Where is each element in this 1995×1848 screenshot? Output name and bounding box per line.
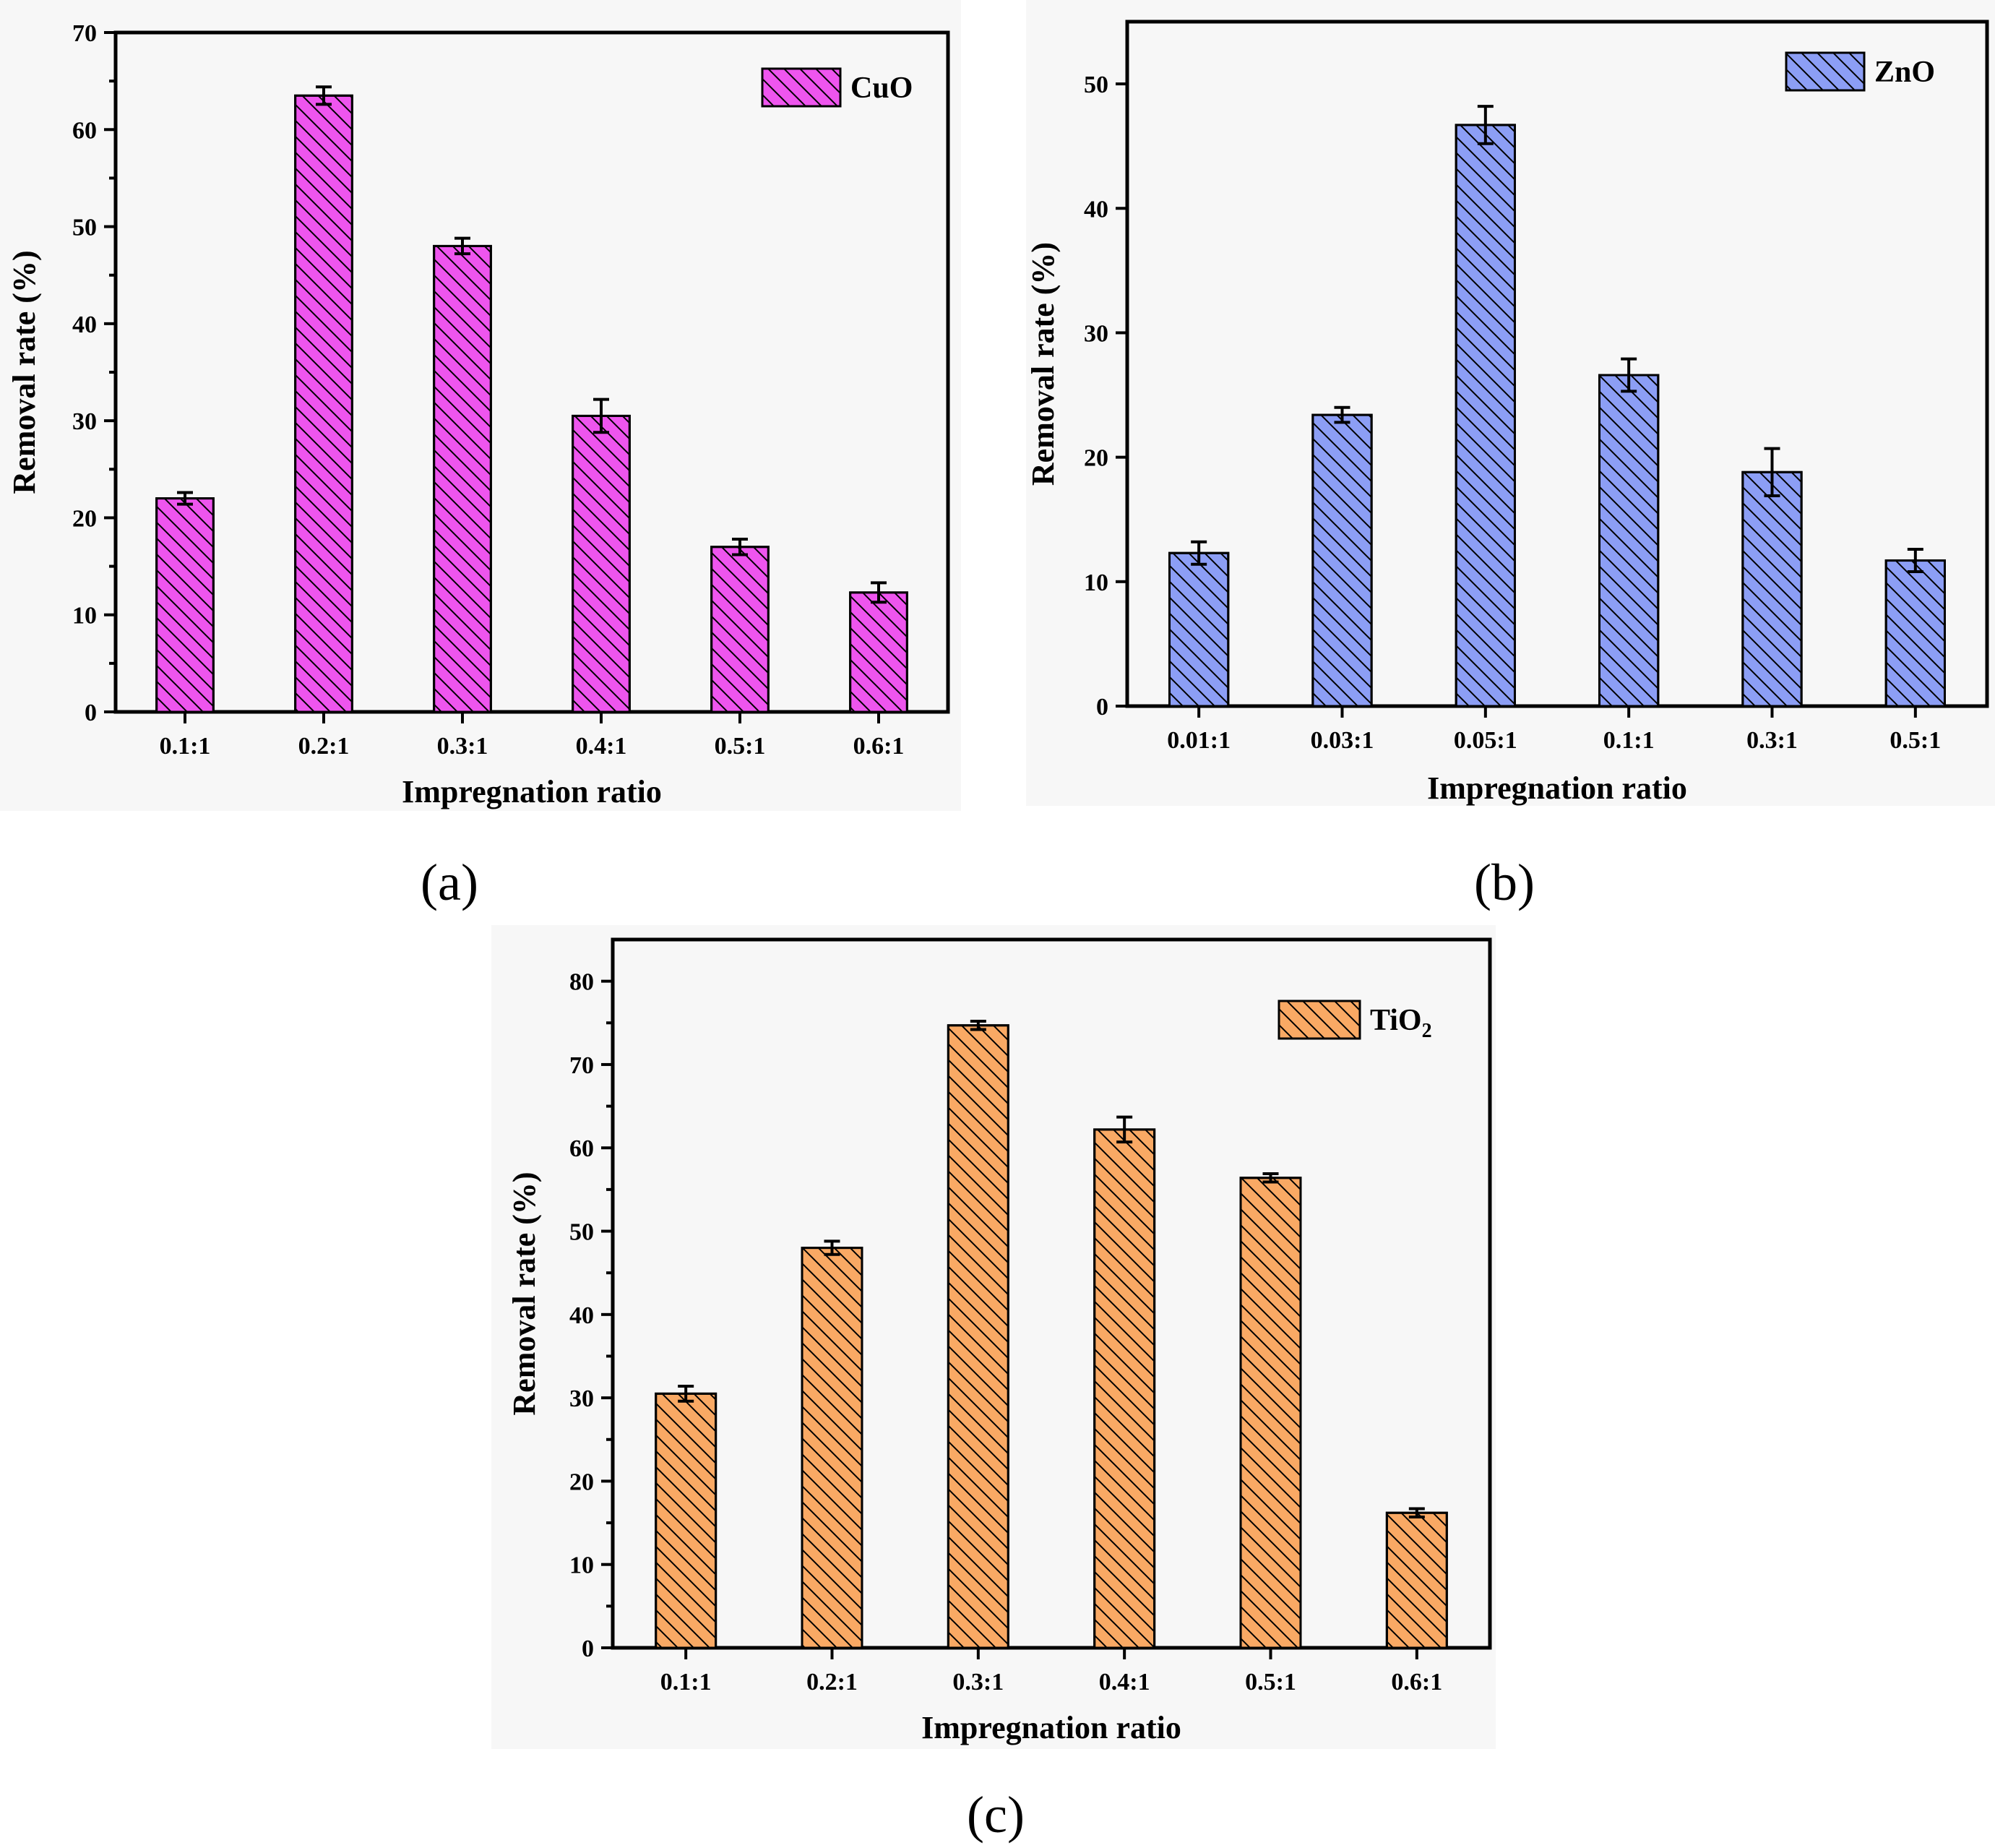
y-tick-label: 10 bbox=[1084, 570, 1108, 596]
x-tick-label: 0.3:1 bbox=[1746, 727, 1798, 754]
bar-hatch bbox=[850, 592, 908, 712]
x-tick-label: 0.4:1 bbox=[1099, 1669, 1150, 1696]
plot-frame bbox=[611, 937, 1492, 1650]
y-tick-label: 40 bbox=[1084, 196, 1108, 223]
y-tick-label: 20 bbox=[569, 1469, 594, 1495]
y-tick-label: 50 bbox=[569, 1219, 594, 1246]
x-axis-title: Impregnation ratio bbox=[402, 774, 662, 809]
y-tick-label: 40 bbox=[569, 1302, 594, 1329]
bar-hatch bbox=[295, 95, 353, 713]
chart-zno: 0 10 20 30 40 50 0.01:1 0.03:1 0.05:1 0.1:1 0.3:1 0… bbox=[1025, 20, 1989, 806]
legend-swatch-hatch bbox=[1786, 53, 1864, 90]
x-axis-title: Impregnation ratio bbox=[921, 1710, 1181, 1745]
y-tick-label: 0 bbox=[85, 700, 97, 726]
bar-hatch bbox=[1456, 124, 1515, 707]
y-tick-label: 50 bbox=[1084, 72, 1108, 98]
y-axis-title: Removal rate (%) bbox=[507, 1172, 542, 1415]
bar-hatch bbox=[802, 1247, 862, 1648]
legend-swatch-outline bbox=[761, 67, 842, 108]
y-tick-label: 10 bbox=[569, 1552, 594, 1579]
y-tick-label: 30 bbox=[569, 1385, 594, 1412]
bar-hatch bbox=[1387, 1513, 1447, 1648]
bar-hatch bbox=[1886, 560, 1945, 706]
y-tick-label: 30 bbox=[72, 408, 97, 435]
y-axis-title: Removal rate (%) bbox=[7, 250, 42, 494]
panel-label-b: (b) bbox=[1474, 854, 1535, 911]
legend-label-main: TiO bbox=[1370, 1004, 1422, 1037]
chart-tio2: 0 10 20 30 40 50 60 70 80 0.1:1 0.2:1 0.3:1 0.4:1 0.5… bbox=[507, 937, 1492, 1745]
bar-hatch bbox=[711, 546, 769, 712]
y-tick-label: 50 bbox=[72, 215, 97, 241]
legend-swatch-outline bbox=[1785, 51, 1866, 92]
x-tick-label: 0.01:1 bbox=[1167, 727, 1231, 754]
bar-hatch bbox=[1599, 374, 1658, 706]
legend-swatch-hatch bbox=[1279, 1001, 1360, 1039]
legend-label: ZnO bbox=[1874, 56, 1935, 89]
x-tick-label: 0.05:1 bbox=[1454, 727, 1517, 754]
x-tick-label: 0.6:1 bbox=[853, 733, 905, 760]
x-tick-label: 0.1:1 bbox=[1603, 727, 1655, 754]
x-tick-label: 0.5:1 bbox=[1245, 1669, 1296, 1696]
x-tick-label: 0.4:1 bbox=[576, 733, 627, 760]
bar-hatch bbox=[572, 416, 630, 712]
y-tick-label: 60 bbox=[72, 117, 97, 144]
bar-hatch bbox=[948, 1025, 1009, 1648]
y-tick-label: 10 bbox=[72, 603, 97, 629]
bar-hatch bbox=[156, 498, 214, 712]
bar-hatch bbox=[1742, 472, 1802, 706]
x-tick-label: 0.2:1 bbox=[806, 1669, 858, 1696]
y-tick-label: 70 bbox=[569, 1052, 594, 1079]
y-tick-label: 70 bbox=[72, 20, 97, 47]
y-tick-label: 20 bbox=[72, 505, 97, 532]
bar-hatch bbox=[1241, 1177, 1301, 1648]
legend-label-subscript: 2 bbox=[1422, 1020, 1432, 1042]
legend-swatch-hatch bbox=[762, 69, 840, 106]
legend-label: TiO2 bbox=[1370, 1004, 1432, 1042]
chart-cuo: 0 10 20 30 40 50 60 70 0.1:1 0.2:1 0.3:1 0.4:1 0.5:1… bbox=[7, 20, 950, 809]
panel-label-c: (c) bbox=[967, 1786, 1025, 1844]
y-tick-label: 40 bbox=[72, 311, 97, 338]
x-tick-label: 0.6:1 bbox=[1391, 1669, 1442, 1696]
x-tick-label: 0.3:1 bbox=[952, 1669, 1004, 1696]
x-axis-title: Impregnation ratio bbox=[1427, 770, 1687, 806]
x-tick-label: 0.5:1 bbox=[1890, 727, 1941, 754]
legend-label: CuO bbox=[850, 72, 913, 105]
plot-frame bbox=[1125, 20, 1989, 708]
bar-hatch bbox=[1169, 553, 1228, 706]
x-tick-label: 0.1:1 bbox=[160, 733, 211, 760]
panel-label-a: (a) bbox=[421, 854, 478, 911]
y-tick-label: 0 bbox=[582, 1636, 594, 1662]
legend-swatch-outline bbox=[1277, 1000, 1361, 1040]
x-tick-label: 0.1:1 bbox=[660, 1669, 712, 1696]
y-tick-label: 80 bbox=[569, 969, 594, 996]
y-tick-label: 0 bbox=[1096, 694, 1108, 721]
bar-hatch bbox=[1094, 1129, 1155, 1648]
bar-hatch bbox=[434, 246, 491, 712]
bar-hatch bbox=[655, 1393, 716, 1648]
x-tick-label: 0.3:1 bbox=[437, 733, 488, 760]
bar-hatch bbox=[1312, 415, 1372, 706]
x-tick-label: 0.03:1 bbox=[1311, 727, 1374, 754]
legend-label-main: ZnO bbox=[1874, 56, 1935, 89]
y-tick-label: 30 bbox=[1084, 320, 1108, 347]
x-tick-label: 0.5:1 bbox=[715, 733, 766, 760]
y-tick-label: 20 bbox=[1084, 445, 1108, 472]
legend-label-main: CuO bbox=[850, 72, 913, 105]
y-tick-label: 60 bbox=[569, 1135, 594, 1162]
y-axis-title: Removal rate (%) bbox=[1025, 242, 1061, 486]
x-tick-label: 0.2:1 bbox=[298, 733, 350, 760]
